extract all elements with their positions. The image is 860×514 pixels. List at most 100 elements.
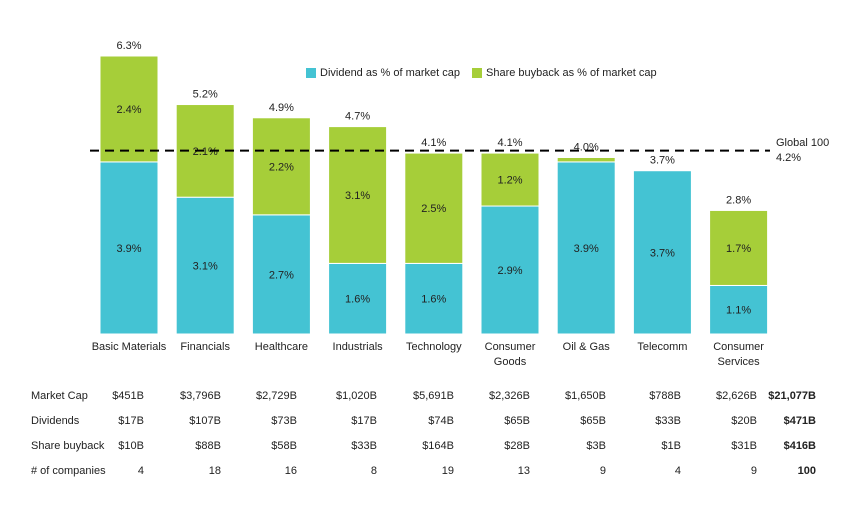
category-label-financials: Financials [180, 341, 230, 353]
table-cell: $65B [504, 415, 530, 427]
total-label-oil-gas: 4.0% [574, 141, 599, 153]
data-label-buyback-technology: 2.5% [421, 203, 446, 215]
table-cell: $1B [661, 440, 681, 452]
total-label-industrials: 4.7% [345, 111, 370, 123]
data-label-dividend-basic-materials: 3.9% [116, 243, 141, 255]
table-cell: $788B [649, 390, 681, 402]
bar-buyback-technology [404, 152, 464, 264]
bar-dividend-consumer-services [709, 284, 769, 335]
legend-label-buyback: Share buyback as % of market cap [486, 67, 657, 79]
table-row: Market Cap $451B $3,796B $2,729B $1,020B $5,6… [0, 384, 860, 409]
table-cell: $164B [422, 440, 454, 452]
category-label-oil-gas: Oil & Gas [563, 341, 611, 353]
row-label: Market Cap [31, 390, 88, 402]
table-total-cell: $471B [783, 415, 816, 427]
data-label-dividend-industrials: 1.6% [345, 294, 370, 306]
table-total-cell: $21,077B [768, 390, 816, 402]
category-label-telecomm: Telecomm [637, 341, 687, 353]
table-cell: $3,796B [180, 390, 221, 402]
total-label-financials: 5.2% [193, 89, 218, 101]
table-cell: $451B [112, 390, 144, 402]
reference-line-value: 4.2% [776, 152, 802, 164]
row-label: Share buyback [31, 440, 105, 452]
table-cell: $2,729B [256, 390, 297, 402]
table-cell: $65B [580, 415, 606, 427]
category-label-basic-materials: Basic Materials [92, 341, 167, 353]
table-cell: $2,326B [489, 390, 530, 402]
legend-item-buyback: Share buyback as % of market cap [472, 67, 657, 79]
reference-line-label: Global 100 4.2% [776, 136, 829, 166]
data-label-dividend-consumer-goods: 2.9% [497, 265, 522, 277]
category-label-consumer-services-line2: Services [718, 356, 761, 368]
category-label-healthcare: Healthcare [255, 341, 308, 353]
table-cell: $74B [428, 415, 454, 427]
data-label-dividend-technology: 1.6% [421, 294, 446, 306]
table-cell: 9 [599, 465, 606, 477]
category-label-technology: Technology [406, 341, 462, 353]
data-label-buyback-consumer-goods: 1.2% [497, 175, 522, 187]
legend-label-dividend: Dividend as % of market cap [320, 67, 461, 79]
total-label-consumer-services: 2.8% [726, 194, 751, 206]
bar-buyback-healthcare [251, 117, 311, 216]
table-cell: 16 [284, 465, 297, 477]
bar-dividend-telecomm [632, 170, 692, 335]
table-cell: $10B [118, 440, 144, 452]
summary-table: Market Cap $451B $3,796B $2,729B $1,020B $5,6… [0, 384, 860, 484]
data-label-dividend-healthcare: 2.7% [269, 269, 294, 281]
table-row: Share buyback $10B $88B $58B $33B $164B $28B $3… [0, 434, 860, 459]
legend-swatch-dividend [306, 68, 316, 78]
chart-area: 3.9% 2.4% 6.3% Basic Materials 3.1% 2.1% 5.2% F… [90, 40, 829, 368]
table-cell: 8 [370, 465, 377, 477]
table-total-cell: 100 [797, 465, 816, 477]
row-label: Dividends [31, 415, 80, 427]
data-label-dividend-consumer-services: 1.1% [726, 305, 751, 317]
category-label-consumer-goods-line1: Consumer [485, 341, 536, 353]
table-cell: 18 [208, 465, 221, 477]
data-label-dividend-oil-gas: 3.9% [574, 243, 599, 255]
stacked-bar-chart: 3.9% 2.4% 6.3% Basic Materials 3.1% 2.1% 5.2% F… [90, 40, 770, 368]
table-cell: $58B [271, 440, 297, 452]
category-label-industrials: Industrials [333, 341, 384, 353]
total-label-technology: 4.1% [421, 137, 446, 149]
bar-dividend-basic-materials [99, 161, 159, 335]
data-label-buyback-industrials: 3.1% [345, 190, 370, 202]
bar-buyback-industrials [328, 126, 388, 264]
table-row: Dividends $17B $107B $73B $17B $74B $65B $65B $3… [0, 409, 860, 434]
table-cell: $31B [731, 440, 757, 452]
total-label-telecomm: 3.7% [650, 155, 675, 167]
data-label-buyback-basic-materials: 2.4% [116, 104, 141, 116]
table-total-cell: $416B [783, 440, 816, 452]
table-cell: $1,650B [565, 390, 606, 402]
table-cell: $107B [189, 415, 221, 427]
table-cell: $5,691B [413, 390, 454, 402]
table-cell: $28B [504, 440, 530, 452]
bar-buyback-consumer-goods [480, 152, 540, 207]
table-cell: $73B [271, 415, 297, 427]
bar-dividend-healthcare [251, 214, 311, 335]
row-label: # of companies [31, 465, 106, 477]
table-cell: 4 [674, 465, 681, 477]
data-label-buyback-healthcare: 2.2% [269, 161, 294, 173]
total-label-consumer-goods: 4.1% [497, 137, 522, 149]
bar-dividend-technology [404, 262, 464, 335]
bar-buyback-basic-materials [99, 55, 159, 163]
data-label-buyback-financials: 2.1% [193, 146, 218, 158]
table-cell: $20B [731, 415, 757, 427]
legend-swatch-buyback [472, 68, 483, 78]
table-cell: 13 [517, 465, 530, 477]
table-cell: 9 [750, 465, 757, 477]
table-cell: $3B [586, 440, 606, 452]
legend: Dividend as % of market cap Share buybac… [306, 67, 657, 79]
total-label-basic-materials: 6.3% [116, 40, 141, 52]
table-cell: $1,020B [336, 390, 377, 402]
table-cell: $33B [351, 440, 377, 452]
category-label-consumer-services-line1: Consumer [713, 341, 764, 353]
table-cell: $88B [195, 440, 221, 452]
bar-dividend-consumer-goods [480, 205, 540, 335]
table-cell: 19 [441, 465, 454, 477]
table-cell: $17B [118, 415, 144, 427]
bar-buyback-consumer-services [709, 209, 769, 286]
data-label-buyback-consumer-services: 1.7% [726, 243, 751, 255]
category-label-consumer-goods-line2: Goods [494, 356, 527, 368]
table-cell: $33B [655, 415, 681, 427]
